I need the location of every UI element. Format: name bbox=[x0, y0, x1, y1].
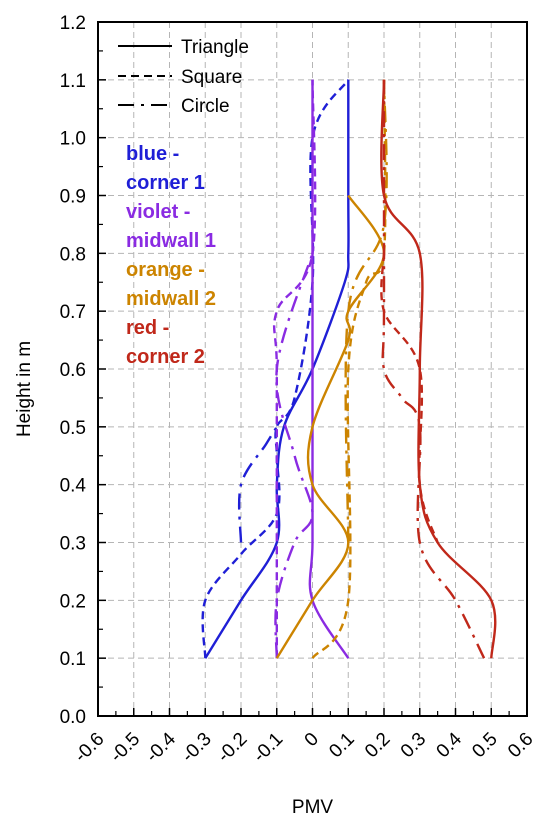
legend-label-circle: Circle bbox=[181, 96, 230, 117]
x-tick-label: -0.2 bbox=[214, 729, 252, 767]
series-corner-1-square bbox=[201, 79, 350, 659]
series-midwall-2-square bbox=[311, 79, 387, 659]
color-key-note: red - bbox=[126, 317, 169, 339]
series-midwall-1-square bbox=[272, 79, 317, 659]
legend-label-triangle: Triangle bbox=[181, 37, 249, 58]
y-tick-label: 1.2 bbox=[60, 13, 86, 34]
color-key-note: corner 1 bbox=[126, 172, 205, 194]
x-tick-label: 0.6 bbox=[504, 729, 538, 763]
y-tick-label: 0.7 bbox=[60, 302, 86, 323]
y-tick-label: 0.9 bbox=[60, 187, 86, 208]
x-tick-label: 0.5 bbox=[468, 729, 502, 763]
color-key-note: midwall 2 bbox=[126, 288, 216, 310]
y-tick-label: 0.8 bbox=[60, 244, 86, 265]
x-tick-label: -0.5 bbox=[106, 729, 144, 767]
legend-label-square: Square bbox=[181, 67, 242, 88]
series-corner-1-triangle bbox=[204, 79, 350, 659]
y-tick-label: 0.1 bbox=[60, 649, 86, 670]
x-tick-label: -0.6 bbox=[71, 729, 109, 767]
color-key-note: midwall 1 bbox=[126, 230, 216, 252]
color-key-note: violet - bbox=[126, 201, 190, 223]
series-corner-2-square bbox=[380, 253, 439, 543]
y-tick-label: 0.2 bbox=[60, 591, 86, 612]
series-corner-2-circle bbox=[381, 79, 486, 659]
series-midwall-2-triangle bbox=[275, 194, 386, 659]
y-tick-label: 1.0 bbox=[60, 129, 86, 150]
color-key-notes: blue - corner 1 violet - midwall 1 orange - m… bbox=[126, 143, 216, 368]
x-tick-label: 0.3 bbox=[397, 729, 431, 763]
legend: Triangle Square Circle bbox=[118, 37, 249, 117]
y-tick-label: 0.6 bbox=[60, 360, 86, 381]
x-tick-label: 0.1 bbox=[325, 729, 359, 763]
y-tick-label: 0.0 bbox=[60, 707, 86, 728]
x-tick-label: 0 bbox=[301, 729, 323, 751]
y-tick-label: 1.1 bbox=[60, 71, 86, 92]
x-tick-label: -0.4 bbox=[142, 728, 180, 766]
series-midwall-2-circle bbox=[344, 79, 388, 543]
series-midwall-1-triangle bbox=[308, 79, 350, 659]
y-tick-label: 0.5 bbox=[60, 418, 86, 439]
data-series bbox=[201, 79, 497, 659]
x-axis-title: PMV bbox=[292, 797, 334, 818]
y-axis-ticks: 0.0 0.1 0.2 0.3 0.4 0.5 0.6 0.7 0.8 0.9 1.0 1.1 1.2 bbox=[60, 13, 106, 728]
x-tick-label: -0.1 bbox=[249, 729, 287, 767]
series-midwall-1-circle bbox=[274, 252, 314, 659]
color-key-note: orange - bbox=[126, 259, 205, 281]
x-tick-label: 0.4 bbox=[433, 728, 467, 762]
x-tick-label: 0.2 bbox=[361, 729, 395, 763]
y-axis-title: Height in m bbox=[14, 341, 35, 437]
series-corner-2-triangle bbox=[380, 79, 497, 659]
color-key-note: corner 2 bbox=[126, 346, 205, 368]
x-tick-label: -0.3 bbox=[178, 729, 216, 767]
y-tick-label: 0.4 bbox=[60, 476, 87, 497]
color-key-note: blue - bbox=[126, 143, 179, 165]
y-tick-label: 0.3 bbox=[60, 534, 86, 555]
